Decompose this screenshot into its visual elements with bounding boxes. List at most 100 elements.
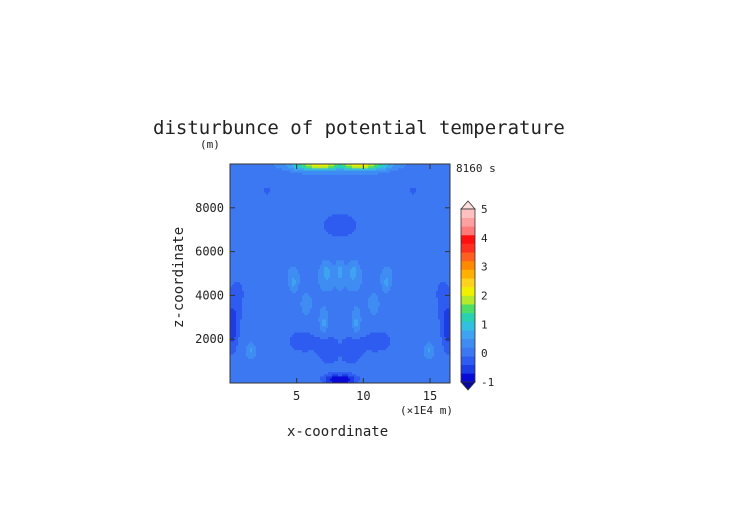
heatmap-cell [396,192,399,196]
heatmap-cell [290,168,293,171]
heatmap-cell [290,177,293,180]
heatmap-cell [230,190,233,193]
heatmap-cell [410,242,413,246]
heatmap-cell [446,201,449,204]
heatmap-cell [276,207,279,211]
heatmap-cell [404,249,407,252]
heatmap-cell [318,247,321,250]
heatmap-cell [312,166,315,169]
heatmap-cell [268,240,271,244]
heatmap-cell [404,183,407,187]
heatmap-cell [394,201,397,204]
heatmap-cell [258,168,261,171]
heatmap-cell [284,179,287,182]
heatmap-cell [234,205,237,209]
heatmap-cell [256,196,259,200]
heatmap-cell [368,203,371,207]
heatmap-cell [396,177,399,180]
heatmap-cell [290,225,293,228]
heatmap-cell [256,214,259,217]
heatmap-cell [264,223,267,226]
heatmap-cell [284,258,287,261]
heatmap-cell [388,170,391,174]
heatmap-cell [392,203,395,207]
heatmap-cell [358,194,361,198]
heatmap-cell [364,185,367,189]
heatmap-cell [312,207,315,211]
heatmap-cell [304,207,307,211]
heatmap-cell [390,260,393,263]
heatmap-cell [242,164,245,167]
heatmap-cell [308,249,311,252]
heatmap-cell [418,201,421,204]
heatmap-cell [350,225,353,228]
heatmap-cell [362,205,365,209]
heatmap-cell [440,251,443,255]
heatmap-cell [278,214,281,217]
heatmap-cell [234,238,237,242]
heatmap-cell [300,194,303,198]
heatmap-cell [396,190,399,193]
heatmap-cell [266,214,269,217]
heatmap-cell [360,209,363,213]
heatmap-cell [300,245,303,248]
heatmap-cell [298,201,301,204]
heatmap-cell [264,207,267,211]
heatmap-cell [446,196,449,200]
heatmap-cell [334,201,337,204]
heatmap-cell [284,247,287,250]
heatmap-cell [394,216,397,220]
heatmap-cell [324,234,327,237]
heatmap-cell [266,236,269,239]
heatmap-cell [414,209,417,213]
heatmap-cell [288,181,291,185]
heatmap-cell [314,238,317,242]
heatmap-cell [234,234,237,237]
heatmap-cell [262,177,265,180]
heatmap-cell [264,179,267,182]
heatmap-cell [408,225,411,228]
heatmap-cell [238,166,241,169]
heatmap-cell [398,174,401,178]
heatmap-cell [230,209,233,213]
heatmap-cell [304,234,307,237]
heatmap-cell [392,192,395,196]
heatmap-cell [334,245,337,248]
heatmap-cell [300,164,303,167]
heatmap-cell [346,260,349,263]
heatmap-cell [380,236,383,239]
heatmap-cell [424,205,427,209]
heatmap-cell [328,174,331,178]
heatmap-cell [436,203,439,207]
heatmap-cell [378,207,381,211]
heatmap-cell [422,164,425,167]
heatmap-cell [442,205,445,209]
heatmap-cell [446,205,449,209]
heatmap-cell [374,185,377,189]
heatmap-cell [292,216,295,220]
heatmap-cell [318,168,321,171]
heatmap-cell [336,177,339,180]
heatmap-cell [364,258,367,261]
heatmap-cell [416,242,419,246]
heatmap-cell [418,194,421,198]
heatmap-cell [376,253,379,257]
heatmap-cell [248,251,251,255]
heatmap-cell [340,258,343,261]
heatmap-cell [400,203,403,207]
heatmap-cell [432,236,435,239]
heatmap-cell [418,168,421,171]
heatmap-cell [332,258,335,261]
heatmap-cell [324,192,327,196]
heatmap-cell [300,201,303,204]
heatmap-cell [438,194,441,198]
heatmap-cell [428,177,431,180]
heatmap-cell [254,238,257,242]
heatmap-cell [428,229,431,233]
heatmap-cell [310,199,313,202]
heatmap-cell [414,192,417,196]
heatmap-cell [248,223,251,226]
heatmap-cell [432,166,435,169]
heatmap-cell [444,253,447,257]
heatmap-cell [376,247,379,250]
